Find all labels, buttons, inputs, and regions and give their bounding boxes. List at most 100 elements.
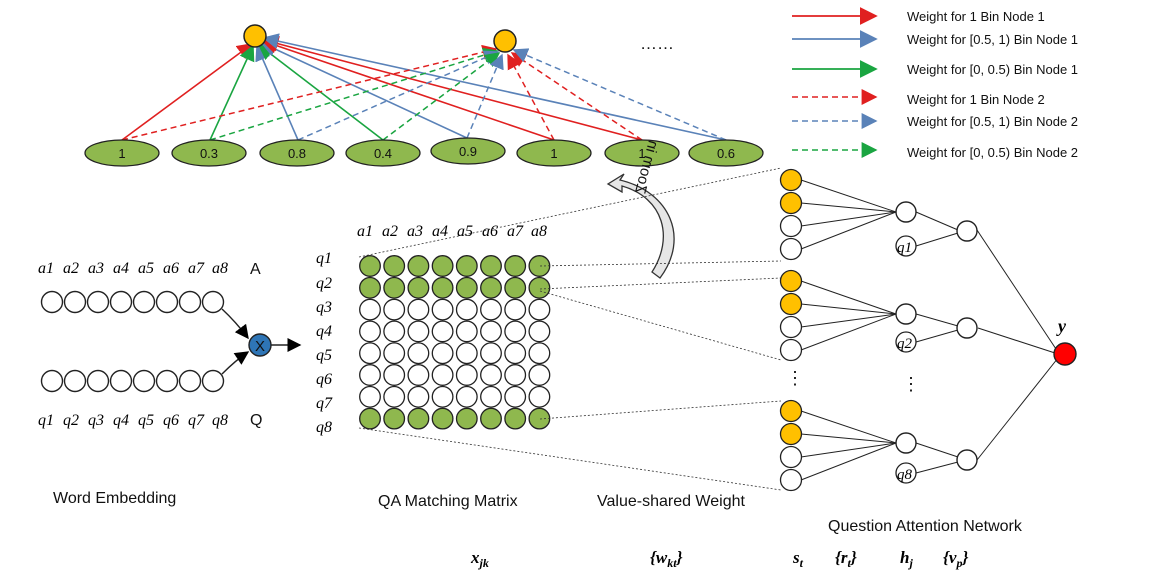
bin-columns xyxy=(781,170,802,491)
matrix-row-label: q6 xyxy=(316,371,332,388)
matrix-cell xyxy=(457,321,478,342)
answer-embedding-row xyxy=(42,292,224,313)
matrix-cell xyxy=(408,256,429,277)
matrix-cell xyxy=(408,299,429,320)
matrix-cell xyxy=(432,408,453,429)
answer-word: a6 xyxy=(163,260,179,277)
matrix-cell xyxy=(505,278,526,299)
matrix-cell xyxy=(457,278,478,299)
matrix-cell xyxy=(481,256,502,277)
matrix-cell xyxy=(457,343,478,364)
math-x: xjk xyxy=(470,548,489,570)
attention-q-label: q1 xyxy=(897,240,912,256)
matrix-cell xyxy=(529,387,550,408)
matrix-cell xyxy=(529,321,550,342)
math-v: {vp} xyxy=(943,548,968,570)
legend-item: Weight for [0, 0.5) Bin Node 2 xyxy=(907,145,1078,160)
question-word-labels: q1 q2 q3 q4 q5 q6 q7 q8 xyxy=(38,412,228,429)
matrix-cell xyxy=(481,408,502,429)
bin-node-2 xyxy=(494,30,516,52)
matrix-cell xyxy=(529,343,550,364)
matrix-cell xyxy=(432,365,453,386)
input-value: 1 xyxy=(118,146,125,161)
answer-word-labels: a1 a2 a3 a4 a5 a6 a7 a8 xyxy=(38,260,228,277)
matrix-row-label: q7 xyxy=(316,395,333,412)
legend-item: Weight for 1 Bin Node 2 xyxy=(907,92,1045,107)
matrix-cell xyxy=(384,299,405,320)
matrix-cell xyxy=(360,321,381,342)
matrix-col-label: a8 xyxy=(531,223,547,240)
input-value: 0.8 xyxy=(288,146,306,161)
answer-word: a7 xyxy=(188,260,205,277)
matrix-cell xyxy=(505,365,526,386)
answer-word: a3 xyxy=(88,260,104,277)
matrix-cell xyxy=(505,408,526,429)
matrix-row-label: q4 xyxy=(316,323,332,340)
matrix-cell xyxy=(360,343,381,364)
legend-item: Weight for [0.5, 1) Bin Node 2 xyxy=(907,114,1078,129)
answer-word: a4 xyxy=(113,260,129,277)
qa-matching-matrix xyxy=(360,256,550,429)
matrix-cell xyxy=(457,365,478,386)
matrix-cell xyxy=(432,343,453,364)
matrix-cell xyxy=(384,387,405,408)
matrix-cell xyxy=(457,408,478,429)
matrix-cell xyxy=(408,365,429,386)
section-value-shared: Value-shared Weight xyxy=(597,493,745,510)
matrix-col-label: a1 xyxy=(357,223,373,240)
matrix-cell xyxy=(408,387,429,408)
section-qa-network: Question Attention Network xyxy=(828,518,1023,535)
matrix-cell xyxy=(432,256,453,277)
matrix-cell xyxy=(529,365,550,386)
matrix-cell xyxy=(481,387,502,408)
matrix-cell xyxy=(360,278,381,299)
question-word: q5 xyxy=(138,412,154,429)
matrix-row-labels: q1 q2 q3 q4 q5 q6 q7 q8 xyxy=(316,250,333,436)
matrix-cell xyxy=(505,321,526,342)
section-word-embedding: Word Embedding xyxy=(53,490,176,507)
legend-item: Weight for 1 Bin Node 1 xyxy=(907,9,1045,24)
matrix-col-label: a2 xyxy=(382,223,398,240)
matrix-cell xyxy=(384,365,405,386)
matrix-row-label: q8 xyxy=(316,419,332,436)
matrix-cell xyxy=(457,387,478,408)
question-word: q4 xyxy=(113,412,129,429)
matrix-cell xyxy=(481,343,502,364)
matrix-row-label: q5 xyxy=(316,347,332,364)
multiply-symbol: X xyxy=(255,338,265,355)
legend-item: Weight for [0, 0.5) Bin Node 1 xyxy=(907,62,1078,77)
answer-word: a1 xyxy=(38,260,54,277)
matrix-cell xyxy=(529,256,550,277)
input-value-nodes: 1 0.3 0.8 0.4 0.9 1 1 0.6 xyxy=(85,138,763,166)
question-word: q7 xyxy=(188,412,205,429)
math-s: st xyxy=(792,548,804,570)
matrix-row-label: q3 xyxy=(316,299,332,316)
matrix-cell xyxy=(360,408,381,429)
input-value: 0.6 xyxy=(717,146,735,161)
answer-word: a8 xyxy=(212,260,228,277)
question-word: q2 xyxy=(63,412,79,429)
answer-word: a5 xyxy=(138,260,154,277)
matrix-cell xyxy=(384,321,405,342)
matrix-cell xyxy=(408,408,429,429)
bin-nodes-ellipsis: …… xyxy=(640,34,674,53)
matrix-cell xyxy=(529,299,550,320)
output-label: y xyxy=(1056,316,1067,336)
question-word: q3 xyxy=(88,412,104,429)
question-word: q6 xyxy=(163,412,179,429)
matrix-col-label: a5 xyxy=(457,223,473,240)
matrix-cell xyxy=(481,321,502,342)
attention-q-label: q2 xyxy=(897,336,913,352)
matrix-col-label: a6 xyxy=(482,223,498,240)
matrix-cell xyxy=(408,321,429,342)
matrix-cell xyxy=(384,256,405,277)
bin-node-1 xyxy=(244,25,266,47)
attention-q-label: q8 xyxy=(897,467,913,483)
matrix-cell xyxy=(360,365,381,386)
matrix-cell xyxy=(481,278,502,299)
matrix-cell xyxy=(384,343,405,364)
matrix-row-label: q2 xyxy=(316,275,332,292)
matrix-cell xyxy=(481,365,502,386)
matrix-cell xyxy=(432,299,453,320)
